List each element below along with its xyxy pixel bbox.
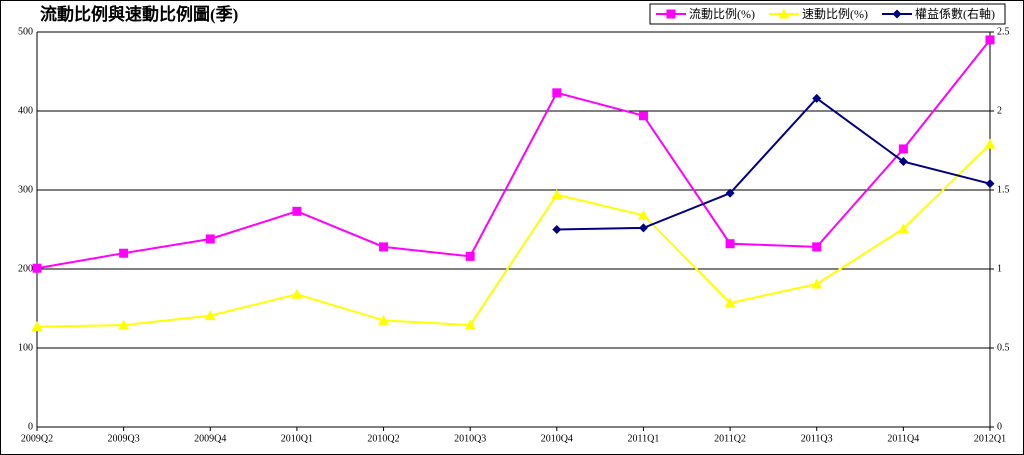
marker	[898, 144, 908, 154]
y-tick-label: 400	[18, 105, 33, 116]
x-tick-label: 2011Q1	[628, 433, 660, 444]
x-tick-label: 2010Q3	[454, 433, 486, 444]
marker	[292, 206, 302, 216]
marker	[205, 234, 215, 244]
marker	[551, 189, 563, 200]
marker	[892, 9, 902, 19]
marker	[811, 278, 823, 289]
x-tick-label: 2009Q4	[194, 433, 226, 444]
y-tick-label: 300	[18, 184, 33, 195]
marker	[379, 242, 389, 252]
x-tick-label: 2009Q3	[108, 433, 140, 444]
y-tick-label: 0	[28, 421, 33, 432]
x-tick-label: 2012Q1	[974, 433, 1006, 444]
chart-title: 流動比例與速動比例圖(季)	[40, 4, 238, 24]
series-line	[556, 97, 991, 231]
y2-tick-label: 2	[997, 105, 1002, 116]
y2-tick-label: 1.5	[997, 184, 1010, 195]
y2-tick-label: 0	[997, 421, 1002, 432]
y-tick-label: 100	[18, 342, 33, 353]
marker	[119, 248, 129, 258]
marker	[985, 179, 995, 189]
marker	[898, 157, 908, 167]
legend-label: 速動比例(%)	[802, 7, 868, 21]
marker	[465, 251, 475, 261]
marker	[984, 138, 996, 149]
marker	[552, 225, 562, 234]
x-tick-label: 2010Q1	[281, 433, 313, 444]
marker	[638, 223, 648, 233]
marker	[666, 9, 676, 19]
legend-box	[649, 3, 1006, 25]
y2-tick-label: 0.5	[997, 342, 1010, 353]
x-tick-label: 2011Q4	[887, 433, 919, 444]
y-tick-label: 200	[18, 263, 33, 274]
x-tick-label: 2009Q2	[21, 433, 53, 444]
marker	[725, 188, 735, 198]
series-line	[36, 143, 991, 328]
marker	[812, 242, 822, 252]
y2-tick-label: 1	[997, 263, 1002, 274]
marker	[464, 319, 476, 330]
marker	[778, 8, 790, 19]
marker	[118, 319, 130, 330]
marker	[897, 223, 909, 234]
x-tick-label: 2011Q3	[801, 433, 833, 444]
marker	[637, 209, 649, 220]
marker	[204, 310, 216, 321]
marker	[638, 111, 648, 121]
legend-label: 流動比例(%)	[689, 7, 755, 21]
x-tick-label: 2011Q2	[714, 433, 746, 444]
x-tick-label: 2010Q4	[541, 433, 573, 444]
marker	[291, 288, 303, 299]
marker	[725, 239, 735, 249]
marker	[985, 35, 995, 45]
marker	[724, 297, 736, 308]
marker	[32, 263, 42, 273]
x-tick-label: 2010Q2	[367, 433, 399, 444]
legend-label: 權益係數(右軸)	[915, 6, 995, 21]
marker	[31, 321, 43, 332]
marker	[378, 314, 390, 325]
y-tick-label: 500	[18, 26, 33, 37]
y2-tick-label: 2.5	[997, 26, 1010, 37]
series-line	[36, 39, 991, 270]
marker	[812, 93, 822, 103]
marker	[552, 88, 562, 98]
